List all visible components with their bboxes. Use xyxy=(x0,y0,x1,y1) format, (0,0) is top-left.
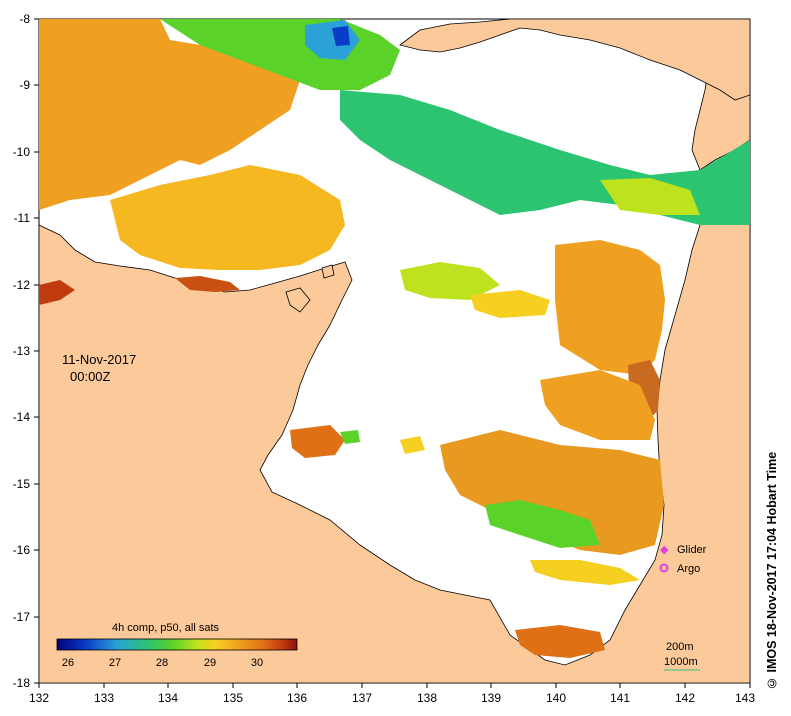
lon-tick-label: 135 xyxy=(223,691,243,705)
longitude-axis: 132 133 134 135 136 137 138 139 140 141 … xyxy=(29,691,755,705)
colorbar-tick-label: 27 xyxy=(109,657,121,669)
colorbar-tick-label: 28 xyxy=(156,657,168,669)
argo-icon xyxy=(659,563,669,573)
sst-data-patches xyxy=(39,19,750,658)
sst-patch-scatter-yellow xyxy=(470,290,550,318)
depth-legend: 200m 1000m xyxy=(664,641,700,671)
latitude-axis: -8 -9 -10 -11 -12 -13 -14 -15 -16 -17 -1… xyxy=(13,12,31,690)
sst-patch-east-orange xyxy=(555,240,665,375)
depth-200-label: 200m xyxy=(666,641,694,653)
sst-patch-coast-hot xyxy=(175,276,240,292)
axis-ticks xyxy=(34,18,751,688)
sst-patch-mid-orange xyxy=(540,370,655,440)
sst-patch-scatter-green xyxy=(400,262,500,300)
sst-patch-central-yellowgreen xyxy=(600,178,700,215)
lon-tick-label: 132 xyxy=(29,691,49,705)
lon-tick-label: 139 xyxy=(481,691,501,705)
lon-tick-label: 133 xyxy=(94,691,114,705)
land-northern-territory xyxy=(38,139,751,684)
lat-tick-label: -16 xyxy=(13,543,31,557)
colorbar-tick-label: 26 xyxy=(62,657,74,669)
land-island-groote xyxy=(285,287,311,313)
lon-tick-label: 140 xyxy=(546,691,566,705)
sst-patch-north-cold xyxy=(332,26,350,46)
sst-patch-west-coast xyxy=(110,165,345,270)
map-time: 00:00Z xyxy=(70,369,111,384)
colorbar: 4h comp, p50, all sats 26 27 28 29 30 xyxy=(56,622,298,669)
lon-tick-label: 141 xyxy=(610,691,630,705)
lon-tick-label: 137 xyxy=(352,691,372,705)
map-date: 11-Nov-2017 xyxy=(62,352,136,367)
lon-tick-label: 138 xyxy=(417,691,437,705)
sst-patch-northwest xyxy=(39,19,300,210)
lon-tick-label: 142 xyxy=(675,691,695,705)
glider-label: Glider xyxy=(677,544,707,556)
colorbar-tick-label: 29 xyxy=(204,657,216,669)
lat-tick-label: -14 xyxy=(13,410,31,424)
sst-patch-south-tip xyxy=(515,625,605,658)
land-new-guinea xyxy=(399,18,751,101)
glider-icon: ◆ xyxy=(660,543,669,556)
argo-label: Argo xyxy=(677,563,700,575)
colorbar-gradient xyxy=(56,638,298,651)
lat-tick-label: -9 xyxy=(19,78,30,92)
depth-1000-label: 1000m xyxy=(664,656,698,668)
sst-patch-west-gulf xyxy=(290,425,345,458)
sst-patch-south-orange xyxy=(440,430,664,555)
colorbar-tick-label: 30 xyxy=(251,657,263,669)
lat-tick-label: -10 xyxy=(13,145,31,159)
sst-patch-small-yellow xyxy=(400,436,425,454)
lat-tick-label: -11 xyxy=(14,211,31,225)
lat-tick-label: -8 xyxy=(19,12,30,26)
lat-tick-label: -18 xyxy=(13,676,31,690)
lon-tick-label: 134 xyxy=(158,691,178,705)
land-island-small xyxy=(321,264,335,279)
lat-tick-label: -12 xyxy=(13,278,31,292)
sst-patch-southeast-yellow xyxy=(530,560,640,585)
sst-patch-south-green xyxy=(485,500,600,548)
land-areas xyxy=(38,18,751,684)
colorbar-title: 4h comp, p50, all sats xyxy=(112,622,220,634)
lon-tick-label: 136 xyxy=(287,691,307,705)
lon-tick-label: 143 xyxy=(735,691,755,705)
lat-tick-label: -13 xyxy=(13,344,31,358)
lat-tick-label: -17 xyxy=(13,610,31,624)
lat-tick-label: -15 xyxy=(13,477,31,491)
imos-credit: © IMOS 18-Nov-2017 17:04 Hobart Time xyxy=(765,451,779,690)
sst-patch-west-gulf-green xyxy=(340,430,360,444)
platform-legend: ◆ Glider Argo xyxy=(659,543,707,575)
sst-patch-west-hot xyxy=(39,280,75,305)
